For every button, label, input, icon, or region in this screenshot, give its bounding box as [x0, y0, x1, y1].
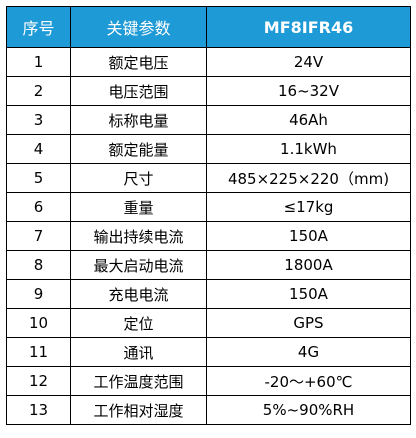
spec-table: 序号 关键参数 MF8IFR46 1 额定电压 24V 2 电压范围 16~32…: [6, 6, 411, 425]
table-row: 12 工作温度范围 -20～+60℃: [6, 366, 411, 396]
row-param: 尺寸: [70, 163, 207, 193]
row-number: 7: [6, 221, 71, 251]
header-param: 关键参数: [70, 6, 207, 48]
row-value: 16~32V: [206, 76, 411, 106]
row-value: 1800A: [206, 250, 411, 280]
row-number: 3: [6, 105, 71, 135]
row-value: 150A: [206, 279, 411, 309]
header-model: MF8IFR46: [206, 6, 411, 48]
row-value: 46Ah: [206, 105, 411, 135]
row-param: 通讯: [70, 337, 207, 367]
header-no: 序号: [6, 6, 71, 48]
row-value: 1.1kWh: [206, 134, 411, 164]
row-number: 1: [6, 47, 71, 77]
row-param: 输出持续电流: [70, 221, 207, 251]
row-value: 150A: [206, 221, 411, 251]
table-row: 9 充电电流 150A: [6, 279, 411, 309]
row-param: 工作温度范围: [70, 366, 207, 396]
table-row: 8 最大启动电流 1800A: [6, 250, 411, 280]
row-number: 13: [6, 395, 71, 425]
table-row: 7 输出持续电流 150A: [6, 221, 411, 251]
row-param: 标称电量: [70, 105, 207, 135]
table-row: 2 电压范围 16~32V: [6, 76, 411, 106]
row-param: 重量: [70, 192, 207, 222]
row-value: 24V: [206, 47, 411, 77]
table-row: 4 额定能量 1.1kWh: [6, 134, 411, 164]
table-row: 6 重量 ≤17kg: [6, 192, 411, 222]
table-row: 10 定位 GPS: [6, 308, 411, 338]
table-row: 11 通讯 4G: [6, 337, 411, 367]
row-number: 12: [6, 366, 71, 396]
table-row: 13 工作相对湿度 5%~90%RH: [6, 395, 411, 425]
header-row: 序号 关键参数 MF8IFR46: [6, 6, 411, 48]
row-param: 最大启动电流: [70, 250, 207, 280]
row-value: -20～+60℃: [206, 366, 411, 396]
row-value: GPS: [206, 308, 411, 338]
row-value: 4G: [206, 337, 411, 367]
row-param: 充电电流: [70, 279, 207, 309]
table-body: 1 额定电压 24V 2 电压范围 16~32V 3 标称电量 46Ah 4 额…: [6, 47, 411, 425]
row-value: 5%~90%RH: [206, 395, 411, 425]
table-row: 3 标称电量 46Ah: [6, 105, 411, 135]
table-header: 序号 关键参数 MF8IFR46: [6, 6, 411, 48]
row-param: 额定能量: [70, 134, 207, 164]
row-number: 9: [6, 279, 71, 309]
row-number: 6: [6, 192, 71, 222]
row-param: 电压范围: [70, 76, 207, 106]
row-number: 2: [6, 76, 71, 106]
row-value: 485×225×220（mm): [206, 163, 411, 193]
row-number: 8: [6, 250, 71, 280]
row-number: 4: [6, 134, 71, 164]
table-row: 1 额定电压 24V: [6, 47, 411, 77]
row-number: 11: [6, 337, 71, 367]
row-param: 工作相对湿度: [70, 395, 207, 425]
row-param: 额定电压: [70, 47, 207, 77]
row-param: 定位: [70, 308, 207, 338]
row-number: 10: [6, 308, 71, 338]
table-row: 5 尺寸 485×225×220（mm): [6, 163, 411, 193]
row-value: ≤17kg: [206, 192, 411, 222]
row-number: 5: [6, 163, 71, 193]
